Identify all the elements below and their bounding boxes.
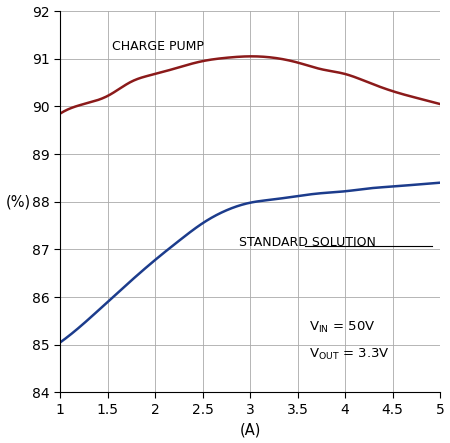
- Text: STANDARD SOLUTION: STANDARD SOLUTION: [238, 236, 376, 249]
- Text: CHARGE PUMP: CHARGE PUMP: [112, 40, 204, 53]
- Text: $\mathrm{V}_{\mathrm{OUT}}$ = 3.3V: $\mathrm{V}_{\mathrm{OUT}}$ = 3.3V: [309, 347, 389, 362]
- Y-axis label: (%): (%): [5, 194, 31, 209]
- X-axis label: (A): (A): [239, 423, 261, 437]
- Text: $\mathrm{V}_{\mathrm{IN}}$ = 50V: $\mathrm{V}_{\mathrm{IN}}$ = 50V: [309, 319, 376, 334]
